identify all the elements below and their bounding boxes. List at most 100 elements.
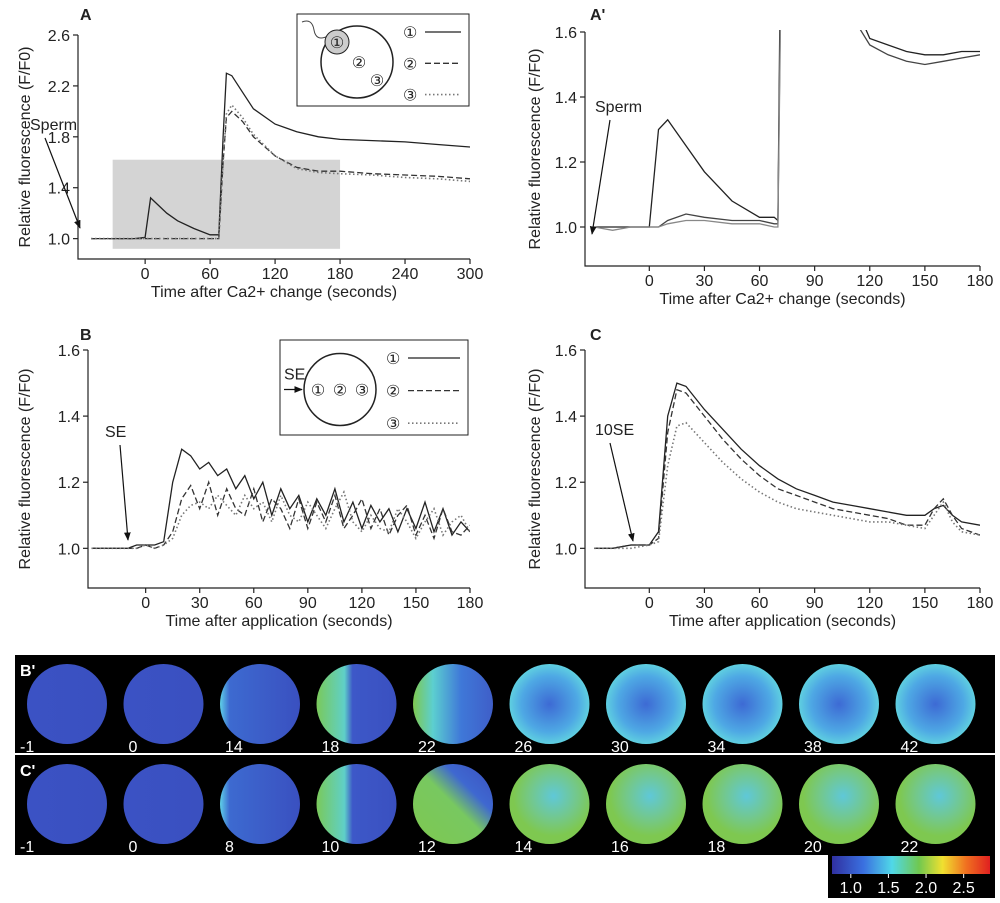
- y-tick-label: 1.4: [48, 181, 70, 198]
- strip-label: C': [20, 763, 35, 780]
- annotation: SE: [105, 424, 126, 441]
- egg-image: [895, 764, 976, 844]
- x-tick-label: 90: [806, 595, 824, 612]
- colorbar-tick-label: 1.0: [840, 880, 862, 897]
- y-tick-label: 1.8: [48, 130, 70, 147]
- x-tick-label: 60: [245, 595, 263, 612]
- series-line: [91, 448, 470, 549]
- x-tick-label: 300: [457, 266, 484, 283]
- x-tick-label: 60: [751, 273, 769, 290]
- y-tick-label: 1.2: [58, 475, 80, 492]
- egg-image: [27, 764, 107, 844]
- frame-label: 34: [708, 739, 726, 756]
- egg-image: [220, 764, 300, 844]
- frame-label: 26: [515, 739, 533, 756]
- y-axis-label: Relative fluorescence (F/F0): [527, 369, 544, 570]
- annotation-arrow: [589, 119, 611, 235]
- x-tick-label: 150: [912, 595, 939, 612]
- frame-label: 14: [515, 839, 533, 856]
- frame-label: 0: [129, 839, 138, 856]
- egg-image: [799, 664, 879, 744]
- panel-label: B: [80, 327, 92, 344]
- series-line: [594, 388, 980, 549]
- x-tick-label: 30: [696, 273, 714, 290]
- egg-image: [702, 664, 783, 744]
- inset-marker: ③: [370, 73, 384, 90]
- inset-marker: ①: [311, 383, 325, 400]
- x-tick-label: 0: [141, 595, 150, 612]
- annotation: Sperm: [30, 117, 77, 134]
- y-tick-label: 1.4: [58, 409, 80, 426]
- x-axis-label: Time after Ca2+ change (seconds): [659, 291, 905, 308]
- legend-label: ①: [386, 351, 400, 368]
- y-tick-label: 1.2: [555, 155, 577, 172]
- series-line: [91, 103, 470, 240]
- legend-label: ②: [403, 56, 417, 73]
- series-line: [594, 30, 980, 228]
- shaded-region: [112, 159, 341, 249]
- egg-image: [27, 664, 107, 744]
- fusion-site: [324, 29, 350, 55]
- frame-label: 22: [418, 739, 436, 756]
- x-tick-label: 180: [457, 595, 484, 612]
- annotation-arrow: [609, 442, 635, 542]
- egg-image: [895, 664, 976, 744]
- frame-label: 14: [225, 739, 243, 756]
- frame-label: 42: [901, 739, 919, 756]
- x-tick-label: 150: [403, 595, 430, 612]
- y-tick-label: 1.0: [58, 541, 80, 558]
- annotation: 10SE: [595, 422, 634, 439]
- x-tick-label: 120: [349, 595, 376, 612]
- frame-label: 30: [611, 739, 629, 756]
- egg-image: [316, 664, 397, 744]
- y-tick-label: 1.4: [555, 409, 577, 426]
- series-line: [91, 479, 470, 549]
- x-tick-label: 240: [392, 266, 419, 283]
- y-tick-label: 1.6: [58, 343, 80, 360]
- frame-label: 18: [322, 739, 340, 756]
- egg-image: [123, 764, 204, 844]
- x-tick-label: 180: [327, 266, 354, 283]
- egg-image: [702, 764, 783, 844]
- x-tick-label: 120: [856, 273, 883, 290]
- y-axis-label: Relative fluorescence (F/F0): [17, 369, 34, 570]
- colorbar-tick-label: 1.5: [877, 880, 899, 897]
- frame-label: -1: [20, 739, 34, 756]
- x-tick-label: 90: [299, 595, 317, 612]
- egg-image: [316, 764, 397, 844]
- frame-label: 16: [611, 839, 629, 856]
- legend-label: ②: [386, 384, 400, 401]
- series-line: [91, 110, 470, 240]
- egg-image: [413, 764, 493, 844]
- axes: [584, 32, 980, 267]
- frame-label: 38: [804, 739, 822, 756]
- x-tick-label: 120: [262, 266, 289, 283]
- egg-image: [799, 764, 879, 844]
- inset-marker: ①: [330, 35, 344, 52]
- x-axis-label: Time after application (seconds): [165, 613, 392, 630]
- colorbar-tick-label: 2.5: [953, 880, 975, 897]
- x-tick-label: 90: [806, 273, 824, 290]
- x-tick-label: 150: [912, 273, 939, 290]
- colorbar-tick-label: 2.0: [915, 880, 937, 897]
- legend-label: ①: [403, 25, 417, 42]
- x-axis-label: Time after application (seconds): [669, 613, 896, 630]
- frame-label: 20: [804, 839, 822, 856]
- frame-label: 22: [901, 839, 919, 856]
- x-tick-label: 30: [191, 595, 209, 612]
- y-tick-label: 1.6: [555, 343, 577, 360]
- legend-label: ③: [386, 416, 400, 433]
- series-line: [594, 30, 782, 231]
- frame-label: 10: [322, 839, 340, 856]
- x-tick-label: 60: [751, 595, 769, 612]
- x-tick-label: 0: [645, 273, 654, 290]
- inset-label: SE: [284, 367, 305, 384]
- frame-label: 8: [225, 839, 234, 856]
- x-tick-label: 120: [856, 595, 883, 612]
- egg-image: [413, 664, 493, 744]
- frame-label: 12: [418, 839, 436, 856]
- y-tick-label: 1.2: [555, 475, 577, 492]
- x-tick-label: 30: [696, 595, 714, 612]
- egg-image: [509, 664, 590, 744]
- inset-marker: ③: [355, 383, 369, 400]
